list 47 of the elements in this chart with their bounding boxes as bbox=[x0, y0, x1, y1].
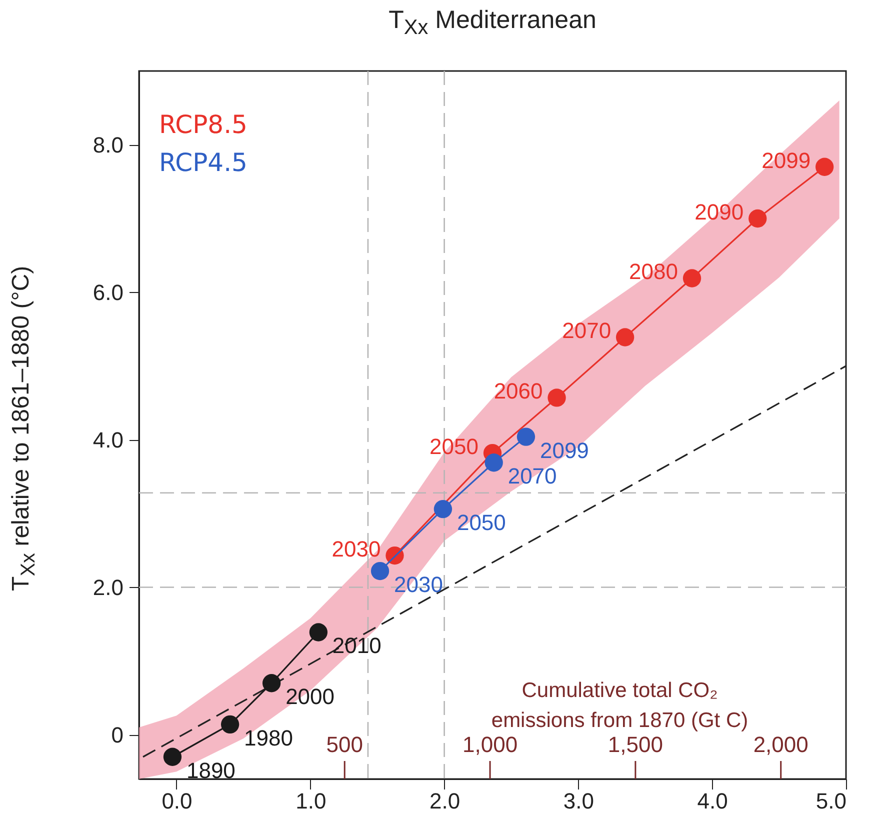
point bbox=[616, 328, 634, 346]
x2-tick-label: 1,500 bbox=[608, 732, 663, 757]
annotation: 2000 bbox=[286, 684, 335, 710]
text: RCP8.5 bbox=[159, 110, 248, 139]
y-tick-label: 8.0 bbox=[92, 132, 124, 158]
x-tick-label: 0.0 bbox=[162, 788, 192, 814]
point bbox=[748, 209, 767, 228]
annotation: 2010 bbox=[332, 633, 382, 658]
annotation: 2070 bbox=[562, 318, 612, 344]
annotation: 2090 bbox=[694, 200, 744, 224]
point bbox=[682, 269, 702, 288]
point bbox=[370, 562, 390, 580]
point bbox=[434, 500, 452, 518]
x-tick-label: 5.0 bbox=[816, 788, 846, 814]
point bbox=[309, 623, 328, 642]
y-tick-label: 0 bbox=[111, 722, 124, 748]
point bbox=[548, 388, 566, 407]
annotation: 2050 bbox=[456, 510, 506, 536]
x2-tick-label: 1,000 bbox=[462, 732, 518, 757]
x-tick-label: 3.0 bbox=[563, 788, 594, 814]
annotation: 2099 bbox=[762, 148, 811, 173]
x2-axis-title: Cumulative total CO₂ emissions from 1870 (Gt C) bbox=[491, 679, 748, 732]
annotation: 2030 bbox=[394, 572, 443, 598]
annotation: 1890 bbox=[186, 758, 236, 783]
annotation: 2060 bbox=[494, 378, 543, 404]
text: RCP4.5 bbox=[159, 148, 248, 177]
chart-title: T$_{Xx}$ Mediterranean bbox=[388, 6, 598, 40]
x2-tick-label: 2,000 bbox=[753, 732, 808, 757]
point bbox=[484, 454, 503, 472]
annotation: 2099 bbox=[540, 438, 589, 463]
x-tick-label: 4.0 bbox=[697, 788, 728, 814]
point bbox=[516, 428, 536, 446]
y-tick-label: 2.0 bbox=[92, 574, 124, 600]
point bbox=[815, 158, 834, 176]
annotation: 2030 bbox=[332, 536, 381, 562]
point bbox=[163, 748, 182, 766]
annotation: 2070 bbox=[508, 464, 557, 489]
x2-tick-label: 500 bbox=[326, 732, 363, 757]
y-tick-label: 6.0 bbox=[92, 280, 124, 305]
point bbox=[262, 674, 281, 692]
annotation: 2050 bbox=[430, 434, 478, 460]
x-tick-label: 2.0 bbox=[430, 788, 460, 814]
point bbox=[220, 715, 240, 734]
y-tick-label: 4.0 bbox=[92, 427, 124, 452]
x-tick-label: 1.0 bbox=[296, 788, 326, 814]
annotation: 1980 bbox=[244, 725, 294, 750]
annotation: 2080 bbox=[629, 259, 678, 284]
